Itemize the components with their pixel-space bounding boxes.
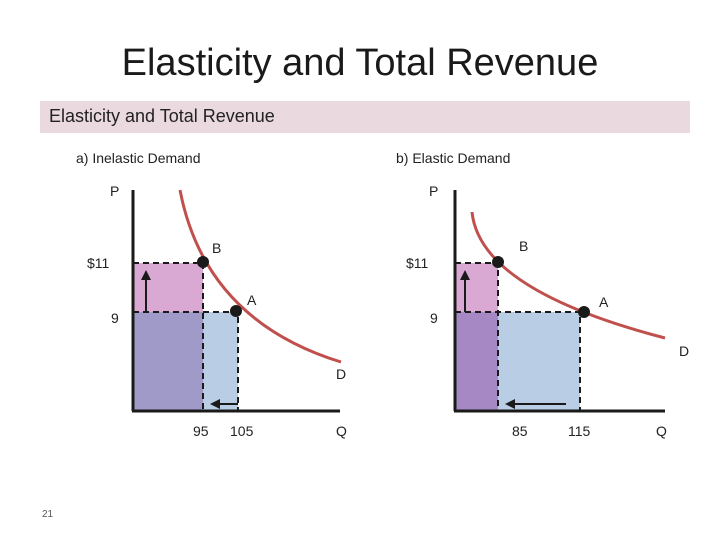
slide-title: Elasticity and Total Revenue	[121, 42, 599, 84]
panel-a-revenue-loss-area	[203, 312, 238, 410]
panel-a-point-a-label: A	[247, 292, 257, 308]
panel-b-price-high-label: $11	[406, 255, 429, 271]
panel-b-heading: b) Elastic Demand	[396, 150, 510, 166]
panel-b-point-a	[578, 306, 590, 318]
panel-b-point-b-label: B	[519, 238, 528, 254]
panel-a-point-b	[197, 256, 209, 268]
panel-b-revenue-gain-area	[455, 263, 498, 312]
banner-text: Elasticity and Total Revenue	[49, 106, 275, 126]
section-banner: Elasticity and Total Revenue	[40, 101, 690, 133]
panel-b-y-axis-label: P	[429, 183, 438, 199]
panel-a-x-axis-label: Q	[336, 423, 347, 439]
panel-a-common-revenue-area	[133, 312, 203, 410]
panel-a-curve-label: D	[336, 366, 346, 382]
panel-b-qty-high-label: 115	[568, 423, 591, 439]
panel-a-price-high-label: $11	[87, 255, 110, 271]
panel-a-qty-high-label: 105	[230, 423, 254, 439]
panel-b-curve-label: D	[679, 343, 689, 359]
panel-b-common-revenue-area	[455, 312, 498, 410]
panel-a-demand-curve	[178, 189, 342, 364]
panel-a-point-b-label: B	[212, 240, 221, 256]
slide-number: 21	[42, 509, 54, 520]
panel-b-x-axis-label: Q	[656, 423, 667, 439]
panel-b-price-low-label: 9	[430, 310, 438, 326]
panel-a-heading: a) Inelastic Demand	[76, 150, 201, 166]
panel-b-point-b	[492, 256, 504, 268]
panel-b: b) Elastic Demand P $11 9 B A D 85 115 Q	[396, 150, 689, 439]
panel-a: a) Inelastic Demand P $11 9 B A D 95 105…	[76, 150, 347, 439]
panel-a-revenue-gain-area	[133, 263, 203, 312]
panel-b-point-a-label: A	[599, 294, 609, 310]
panel-a-point-a	[230, 305, 242, 317]
panel-b-demand-curve	[470, 211, 666, 340]
panel-a-price-low-label: 9	[111, 310, 119, 326]
panel-b-revenue-loss-area	[498, 312, 580, 410]
panel-b-qty-low-label: 85	[512, 423, 528, 439]
panel-a-qty-low-label: 95	[193, 423, 209, 439]
panel-a-y-axis-label: P	[110, 183, 119, 199]
